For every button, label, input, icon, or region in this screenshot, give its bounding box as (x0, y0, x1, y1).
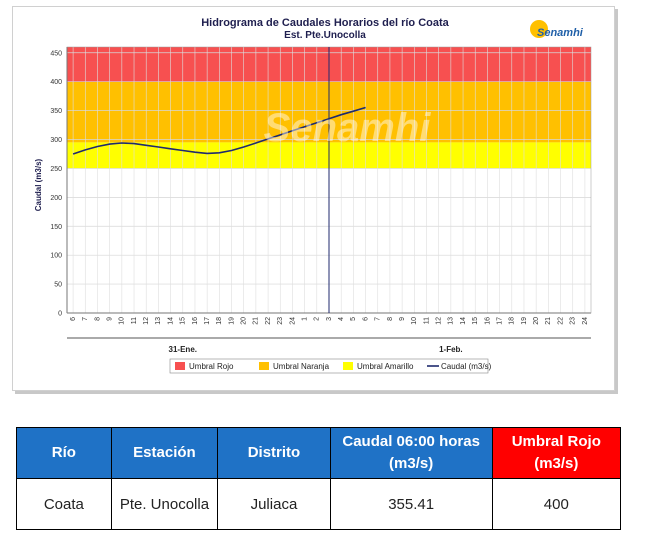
x-axis-ticks: 6 7 8 9 10 11 12 13 14 15 16 17 18 19 20 21 22 23 24 1 2 3 4 5 6… (70, 317, 589, 325)
y-tick-label: 300 (50, 137, 62, 144)
chart-title: Hidrograma de Caudales Horarios del río … (201, 17, 449, 29)
date-label: 31-Ene. (169, 345, 197, 354)
legend-swatch (175, 362, 185, 370)
header-distrito: Distrito (217, 427, 331, 479)
flow-table: Río Estación Distrito Caudal 06:00 horas… (16, 427, 622, 530)
y-axis-ticks: 0 50 100 150 200 250 300 350 400 450 (50, 50, 62, 317)
x-tick-label: 9 (399, 317, 406, 321)
table-row: Coata Pte. Unocolla Juliaca 355.41 400 (16, 478, 622, 530)
x-tick-label: 11 (131, 317, 138, 324)
x-tick-label: 6 (362, 317, 369, 321)
x-tick-label: 15 (472, 317, 479, 325)
x-tick-label: 10 (119, 317, 126, 325)
x-tick-label: 18 (509, 317, 516, 325)
x-tick-label: 7 (82, 317, 89, 321)
legend-swatch (343, 362, 353, 370)
hydrograph-chart: Hidrograma de Caudales Horarios del río … (12, 6, 615, 391)
sun-icon (530, 20, 548, 38)
x-tick-label: 18 (216, 317, 223, 325)
legend-swatch (259, 362, 269, 370)
legend-box (169, 358, 489, 374)
y-tick-label: 0 (58, 311, 62, 318)
cell-caudal: 355.41 (329, 478, 493, 530)
x-tick-label: 20 (241, 317, 248, 325)
legend-label: Caudal (m3/s) (441, 362, 492, 371)
x-tick-label: 20 (533, 317, 540, 325)
chart-canvas: Hidrograma de Caudales Horarios del río … (34, 17, 592, 374)
y-tick-label: 100 (50, 253, 62, 260)
x-tick-label: 10 (411, 317, 418, 325)
x-tick-label: 22 (265, 317, 272, 325)
legend-label: Umbral Rojo (189, 362, 234, 371)
table-header-row: Río Estación Distrito Caudal 06:00 horas… (16, 427, 622, 479)
x-tick-label: 2 (314, 317, 321, 321)
x-tick-label: 12 (436, 317, 443, 325)
series-line-caudal (72, 106, 366, 155)
date-axis: 31-Ene. 1-Feb. (67, 337, 591, 354)
watermark: Senamhi (264, 106, 432, 150)
cell-estacion: Pte. Unocolla (110, 478, 219, 530)
x-tick-label: 3 (326, 317, 333, 321)
legend-label: Umbral Amarillo (357, 362, 414, 371)
x-tick-label: 9 (106, 317, 113, 321)
y-tick-label: 200 (50, 195, 62, 202)
x-tick-label: 24 (582, 317, 589, 325)
x-tick-label: 24 (289, 317, 296, 325)
legend-label: Umbral Naranja (273, 362, 330, 371)
y-tick-label: 250 (50, 166, 62, 173)
senamhi-logo: Senamhi (530, 20, 584, 39)
y-tick-label: 450 (50, 50, 62, 57)
x-tick-label: 21 (253, 317, 260, 325)
header-caudal: Caudal 06:00 horas (m3/s) (329, 427, 493, 479)
chart-subtitle: Est. Pte.Unocolla (284, 30, 366, 41)
x-tick-label: 16 (484, 317, 491, 325)
cell-rio: Coata (16, 478, 112, 530)
y-tick-label: 50 (54, 282, 62, 289)
x-tick-label: 5 (350, 317, 357, 321)
x-tick-label: 1 (301, 317, 308, 321)
x-tick-label: 14 (167, 317, 174, 325)
cell-umbral-rojo: 400 (491, 478, 622, 530)
x-tick-label: 8 (387, 317, 394, 321)
plot-area (66, 46, 592, 314)
x-tick-label: 19 (521, 317, 528, 325)
y-tick-label: 350 (50, 108, 62, 115)
x-tick-label: 22 (557, 317, 564, 325)
chart-legend: Umbral Rojo Umbral Naranja Umbral Amarillo… (169, 358, 492, 374)
y-axis-label: Caudal (m3/s) (34, 158, 43, 211)
x-tick-label: 23 (277, 317, 284, 325)
x-tick-label: 17 (204, 317, 211, 325)
y-tick-label: 400 (50, 79, 62, 86)
x-tick-label: 11 (423, 317, 430, 324)
header-rio: Río (16, 427, 112, 479)
x-tick-label: 13 (155, 317, 162, 325)
x-tick-label: 21 (545, 317, 552, 325)
cell-distrito: Juliaca (217, 478, 331, 530)
x-tick-label: 4 (338, 317, 345, 321)
x-tick-label: 7 (375, 317, 382, 321)
logo-text: Senamhi (537, 27, 584, 39)
x-tick-label: 6 (70, 317, 77, 321)
y-tick-label: 150 (50, 224, 62, 231)
date-label: 1-Feb. (439, 345, 463, 354)
x-tick-label: 17 (496, 317, 503, 325)
x-tick-label: 12 (143, 317, 150, 325)
x-tick-label: 8 (94, 317, 101, 321)
x-tick-label: 13 (448, 317, 455, 325)
header-estacion: Estación (110, 427, 219, 479)
x-tick-label: 23 (570, 317, 577, 325)
header-umbral-rojo: Umbral Rojo (m3/s) (491, 427, 622, 479)
x-tick-label: 16 (192, 317, 199, 325)
x-tick-label: 14 (460, 317, 467, 325)
x-tick-label: 19 (228, 317, 235, 325)
x-tick-label: 15 (180, 317, 187, 325)
